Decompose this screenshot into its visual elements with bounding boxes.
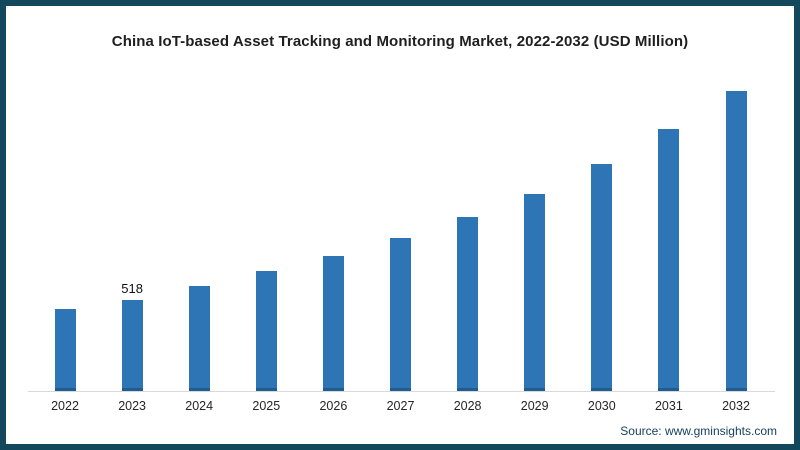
bar-2029 [524,194,546,391]
x-tick-2022: 2022 [51,399,79,413]
bar-2031 [658,129,680,391]
x-tick-2029: 2029 [520,399,549,413]
bar-2030 [591,164,613,391]
x-tick-2028: 2028 [453,399,482,413]
x-tick-2026: 2026 [319,399,348,413]
bar-2025 [255,271,277,391]
x-tick-2024: 2024 [185,399,214,413]
source-credit: Source: www.gminsights.com [620,424,777,438]
bar-2028 [457,217,479,391]
chart-title: China IoT-based Asset Tracking and Monit… [111,33,689,50]
x-tick-2025: 2025 [252,399,281,413]
x-tick-2027: 2027 [386,399,415,413]
x-tick-2030: 2030 [587,399,616,413]
bar-2024 [188,286,210,391]
bar-2023 [121,300,143,391]
x-tick-2023: 2023 [118,399,146,413]
x-tick-2032: 2032 [722,399,750,413]
x-axis-line [28,391,775,392]
bar-value-label-2023: 518 [121,281,143,296]
bar-2026 [322,256,344,391]
bar-2027 [390,238,411,391]
x-tick-2031: 2031 [654,399,683,413]
bar-2032 [725,91,747,391]
bar-2022 [54,309,76,391]
